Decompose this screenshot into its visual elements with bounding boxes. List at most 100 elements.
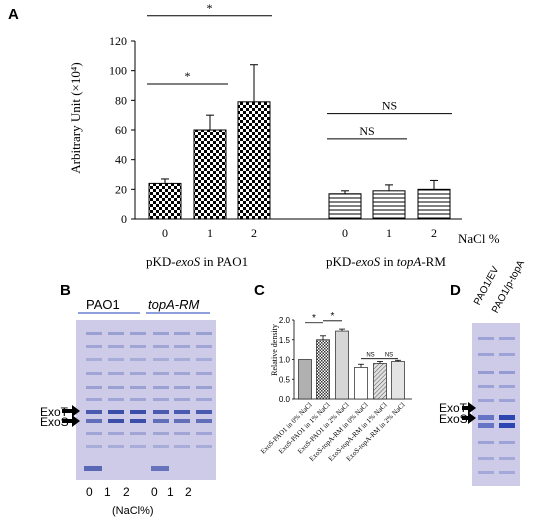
- gel-b-lane-label: 1: [104, 485, 111, 499]
- chart-a-group-label-topa: pKD-exoS in topA-RM: [326, 254, 446, 269]
- chart-a-bar: [193, 129, 227, 220]
- gel-b-band: [153, 345, 169, 348]
- gel-b-band: [153, 432, 169, 435]
- gel-d-band: [478, 457, 494, 460]
- gel-b-band: [130, 345, 146, 348]
- gel-d-band: [478, 441, 494, 444]
- gel-b-band: [108, 398, 124, 401]
- gel-b-lane-label: 1: [167, 485, 174, 499]
- gel-b-label-exos: ExoS: [40, 415, 69, 429]
- chart-c-sig-label: *: [312, 313, 316, 324]
- chart-a-bar: [372, 190, 406, 220]
- chart-a-ytick-label: 80: [115, 93, 127, 107]
- gel-b-band: [174, 332, 190, 335]
- gel-d-band: [478, 337, 494, 340]
- gel-b-band: [130, 372, 146, 375]
- gel-b-band: [196, 419, 212, 423]
- gel-b-band: [86, 386, 102, 389]
- gel-b-band: [130, 332, 146, 335]
- gel-b-band: [130, 398, 146, 401]
- chart-a-xtick-label: 1: [207, 226, 213, 240]
- gel-b-band: [86, 432, 102, 435]
- gel-d-band: [499, 399, 515, 402]
- chart-c-ytick-label: 0.5: [279, 375, 291, 384]
- gel-b-band: [86, 398, 102, 401]
- gel-d-band: [499, 371, 515, 374]
- chart-a-ytick-label: 0: [121, 212, 127, 226]
- gel-b-band: [108, 445, 124, 448]
- gel-b-band: [108, 345, 124, 348]
- chart-a-ytick-label: 60: [115, 123, 127, 137]
- gel-b-band: [108, 358, 124, 361]
- gel-b-band: [174, 372, 190, 375]
- gel-b-band: [86, 419, 102, 423]
- gel-b-band: [108, 432, 124, 435]
- chart-a-xtick-label: 0: [162, 226, 168, 240]
- gel-b-band: [174, 386, 190, 389]
- gel-d-band: [478, 423, 494, 428]
- chart-a-ytick-label: 20: [115, 182, 127, 196]
- chart-c-bar: [298, 359, 312, 400]
- gel-b-band: [86, 332, 102, 335]
- gel-b-band: [174, 432, 190, 435]
- gel-d-band: [499, 337, 515, 340]
- gel-b-band: [130, 432, 146, 435]
- gel-b-band: [86, 372, 102, 375]
- gel-b-image: [76, 320, 216, 480]
- chart-a-ytick-label: 100: [109, 64, 127, 78]
- chart-a-xtick-label: 2: [431, 226, 437, 240]
- gel-b-band: [86, 345, 102, 348]
- gel-d-band: [499, 441, 515, 444]
- gel-b-band: [130, 445, 146, 448]
- gel-b-strain-topa: topA-RM: [148, 297, 200, 312]
- chart-c-sig-label: NS: [385, 353, 393, 359]
- gel-b-band: [174, 445, 190, 448]
- gel-b-band: [196, 445, 212, 448]
- gel-d-label-exos: ExoS: [439, 412, 468, 426]
- gel-b-band: [196, 386, 212, 389]
- gel-b-band: [153, 332, 169, 335]
- gel-b-lane-label: 0: [151, 485, 158, 499]
- chart-a-sig-label: NS: [382, 99, 397, 113]
- gel-d-band: [478, 471, 494, 474]
- gel-b-band: [130, 358, 146, 361]
- chart-a-ytick-label: 120: [109, 34, 127, 48]
- chart-c-ytick-label: 1.0: [279, 356, 291, 365]
- gel-d-band: [478, 371, 494, 374]
- chart-a-group-label-pao1: pKD-exoS in PAO1: [146, 254, 249, 269]
- gel-b-lane-label: 2: [123, 485, 130, 499]
- gel-b-band: [196, 432, 212, 435]
- gel-d-band: [499, 423, 515, 428]
- gel-b-band: [174, 358, 190, 361]
- gel-b-band: [153, 358, 169, 361]
- gel-b-band: [153, 372, 169, 375]
- chart-c-sig-label: *: [331, 311, 335, 322]
- gel-b-band: [86, 358, 102, 361]
- gel-b-band: [153, 419, 169, 423]
- chart-a-xtick-label: 2: [251, 226, 257, 240]
- chart-a-axis-unit: NaCl %: [458, 231, 500, 246]
- gel-b-band: [196, 398, 212, 401]
- gel-b-band: [86, 410, 102, 414]
- gel-b-band: [153, 445, 169, 448]
- gel-b-band: [153, 398, 169, 401]
- gel-d-band: [499, 471, 515, 474]
- gel-b-label-exot: ExoT: [40, 405, 69, 419]
- gel-d-band: [499, 353, 515, 356]
- chart-a-xtick-label: 1: [386, 226, 392, 240]
- chart-a-xtick-label: 0: [342, 226, 348, 240]
- gel-b-band: [174, 419, 190, 423]
- gel-d-band: [499, 415, 515, 420]
- gel-b-band: [108, 332, 124, 335]
- gel-b-band: [196, 345, 212, 348]
- gel-b-strain-pao1: PAO1: [86, 297, 120, 312]
- chart-a-sig-label: *: [185, 69, 191, 83]
- chart-c-ytick-label: 1.5: [279, 336, 291, 345]
- panel-letter-d: D: [450, 282, 461, 299]
- gel-b-band: [86, 445, 102, 448]
- gel-b-band: [130, 410, 146, 414]
- gel-b-band: [108, 386, 124, 389]
